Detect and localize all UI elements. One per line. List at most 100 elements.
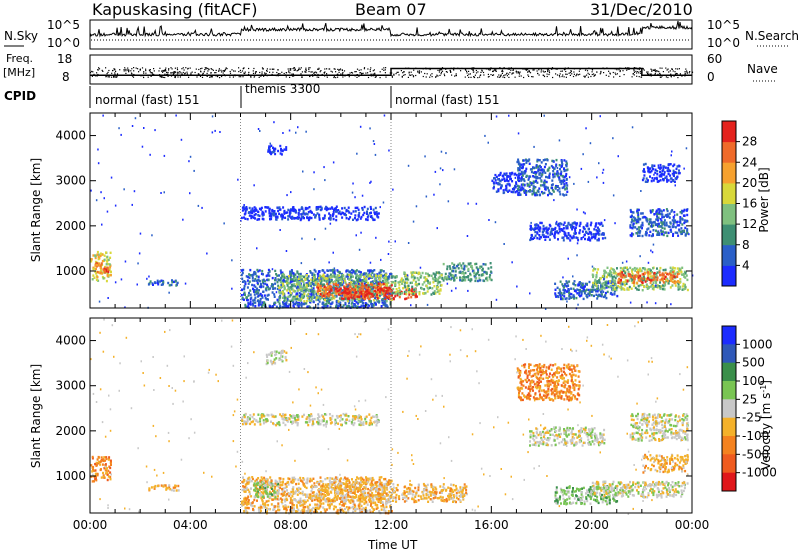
data-cell (544, 187, 547, 191)
data-cell (246, 299, 249, 302)
data-cell (535, 224, 538, 227)
freq-dot (159, 67, 161, 69)
data-cell (390, 282, 393, 285)
data-cell (676, 213, 679, 216)
data-cell (310, 299, 312, 302)
data-cell (426, 272, 429, 276)
data-cell (647, 268, 650, 271)
data-cell (280, 153, 283, 156)
data-cell (563, 167, 565, 170)
data-cell (355, 276, 357, 280)
data-cell (528, 190, 531, 193)
data-cell (475, 266, 478, 269)
freq-dot (202, 73, 204, 75)
data-cell (371, 280, 374, 283)
freq-dot (556, 74, 559, 76)
data-cell (283, 287, 286, 290)
data-cell (292, 272, 295, 275)
data-cell (438, 281, 441, 284)
data-cell (668, 279, 671, 283)
data-cell (415, 280, 417, 284)
data-cell (241, 288, 243, 291)
data-cell (614, 272, 617, 275)
data-cell (676, 272, 679, 276)
data-cell (639, 230, 642, 233)
freq-dot (511, 73, 513, 75)
data-cell (524, 169, 527, 173)
data-cell (392, 287, 395, 291)
data-cell (405, 273, 408, 277)
freq-dot (472, 69, 474, 71)
data-cell (473, 274, 476, 278)
freq-dot (417, 70, 419, 72)
data-cell (574, 284, 577, 287)
data-cell (612, 288, 614, 292)
data-cell (665, 221, 668, 224)
freq-dot (174, 76, 176, 79)
freq-dot (676, 73, 678, 75)
freq-dot (552, 76, 554, 79)
data-cell (656, 284, 659, 288)
data-cell (346, 269, 349, 272)
freq-dot (651, 69, 653, 71)
data-cell (510, 172, 513, 176)
data-cell (518, 185, 521, 188)
freq-dot (424, 72, 426, 75)
freq-dot (619, 75, 621, 77)
data-cell (320, 206, 323, 210)
data-cell (314, 281, 317, 284)
data-cell (317, 298, 320, 301)
data-cell (344, 303, 347, 306)
data-cell (343, 290, 346, 294)
data-cell (264, 206, 267, 209)
data-cell (336, 274, 339, 277)
data-cell (389, 298, 391, 301)
freq-dot (115, 76, 117, 78)
freq-dot (591, 69, 594, 71)
data-cell (396, 294, 399, 297)
data-cell (329, 285, 332, 288)
data-cell (619, 270, 622, 273)
data-cell (439, 289, 442, 292)
data-cell (533, 175, 536, 179)
data-cell (378, 272, 381, 275)
freq-dot (130, 70, 132, 72)
data-cell (659, 278, 662, 282)
data-cell (375, 295, 378, 298)
freq-dot (431, 73, 433, 75)
data-cell (272, 283, 274, 286)
freq-dot (255, 71, 257, 73)
data-cell (650, 275, 652, 278)
freq-dot (661, 67, 663, 69)
data-cell (361, 279, 364, 282)
data-cell (518, 189, 521, 192)
freq-dot (130, 72, 133, 74)
data-cell (344, 279, 347, 283)
freq-dot (647, 71, 649, 73)
data-cell (597, 231, 600, 234)
data-cell (433, 273, 436, 276)
data-cell (350, 272, 353, 275)
freq-dot (261, 67, 264, 69)
data-cell (563, 169, 566, 172)
freq-dot (443, 73, 445, 75)
data-cell (269, 218, 271, 221)
data-cell (314, 270, 317, 273)
data-cell (661, 287, 664, 291)
freq-dot (218, 70, 220, 72)
freq-dot (320, 70, 322, 72)
data-cell (639, 269, 642, 273)
data-cell (604, 295, 607, 298)
freq-dot (113, 75, 115, 78)
data-cell (641, 273, 644, 276)
data-cell (519, 188, 522, 192)
freq-dot (356, 76, 358, 78)
data-cell (539, 164, 541, 168)
beam-title: Beam 07 (355, 0, 427, 19)
data-cell (412, 275, 415, 278)
data-cell (464, 279, 467, 282)
data-cell (279, 305, 282, 309)
freq-dot (180, 72, 182, 74)
data-cell (162, 281, 165, 284)
data-cell (662, 268, 665, 272)
